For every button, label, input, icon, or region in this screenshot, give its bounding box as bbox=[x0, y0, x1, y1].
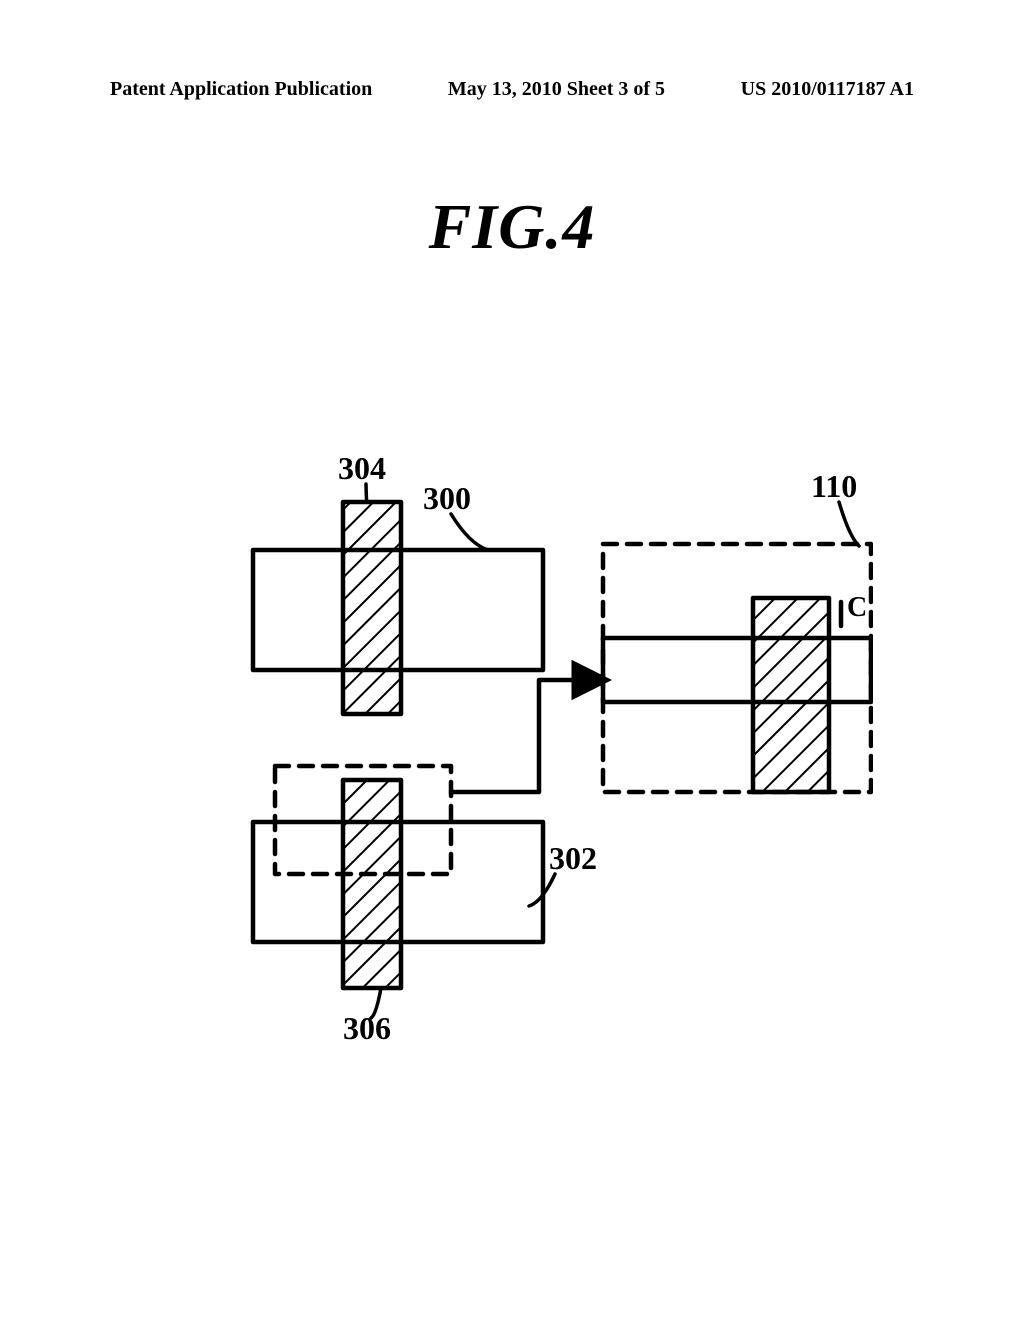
label-302: 302 bbox=[549, 840, 597, 877]
label-c: C bbox=[847, 592, 867, 624]
page-header: Patent Application Publication May 13, 2… bbox=[0, 78, 1024, 101]
page: Patent Application Publication May 13, 2… bbox=[0, 0, 1024, 1320]
label-306: 306 bbox=[343, 1010, 391, 1047]
label-110: 110 bbox=[811, 468, 857, 505]
figure-diagram: 304 300 110 302 306 C bbox=[243, 450, 873, 1070]
label-304: 304 bbox=[338, 450, 386, 487]
header-left: Patent Application Publication bbox=[110, 78, 372, 101]
figure-title: FIG.4 bbox=[0, 190, 1024, 264]
label-300: 300 bbox=[423, 480, 471, 517]
header-center: May 13, 2010 Sheet 3 of 5 bbox=[448, 78, 665, 101]
header-right: US 2010/0117187 A1 bbox=[741, 78, 914, 101]
figure-svg bbox=[243, 450, 873, 1070]
